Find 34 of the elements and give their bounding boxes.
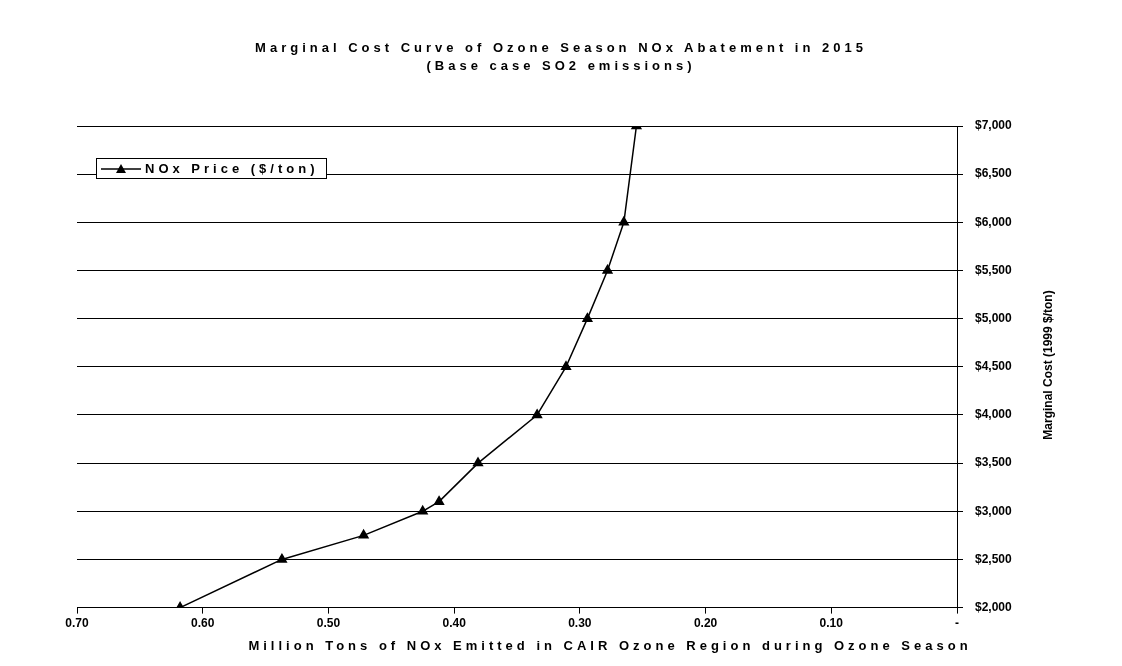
point (618, 216, 629, 226)
x-tick-label: 0.40 (442, 616, 467, 631)
point (560, 361, 572, 371)
x-tick-label: 0.10 (819, 616, 844, 631)
chart-subtitle: (Base case SO2 emissions) (425, 58, 697, 73)
y-tick-label: $5,000 (975, 310, 1013, 325)
y-tick-label: $6,500 (975, 166, 1013, 181)
y-tick-label: $3,500 (975, 455, 1013, 470)
x-tick-label: - (955, 616, 959, 631)
point (276, 553, 287, 563)
y-tick-label: $3,000 (975, 503, 1013, 518)
y-tick-label: $2,500 (975, 551, 1013, 566)
y-tick-label: $7,000 (975, 118, 1013, 133)
point (433, 495, 445, 505)
x-tick-label: 0.60 (191, 616, 215, 631)
x-tick-label: 0.30 (568, 616, 592, 631)
y-tick-label: $2,000 (975, 599, 1013, 614)
x-tick-label: 0.50 (316, 616, 341, 631)
y-tick-label: $6,000 (975, 214, 1013, 229)
point (472, 457, 484, 467)
x-tick-label: 0.20 (693, 616, 718, 631)
chart-title: Marginal Cost Curve of Ozone Season NOx Abatement in 2015 (254, 40, 868, 55)
point (358, 529, 369, 539)
x-tick-label: 0.70 (65, 616, 89, 631)
legend-label: NOx Price ($/ton) (145, 161, 319, 176)
point (417, 505, 428, 515)
point (532, 409, 543, 419)
point (602, 264, 613, 274)
y-tick-label: $5,500 (975, 262, 1013, 277)
y-axis-title: Marginal Cost (1999 $/ton) (1041, 290, 1055, 440)
y-tick-label: $4,500 (975, 359, 1013, 374)
y-tick-label: $4,000 (975, 407, 1013, 422)
x-axis-title: Million Tons of NOx Emitted in CAIR Ozone Region during Ozone Season (247, 638, 973, 653)
point (582, 312, 593, 322)
